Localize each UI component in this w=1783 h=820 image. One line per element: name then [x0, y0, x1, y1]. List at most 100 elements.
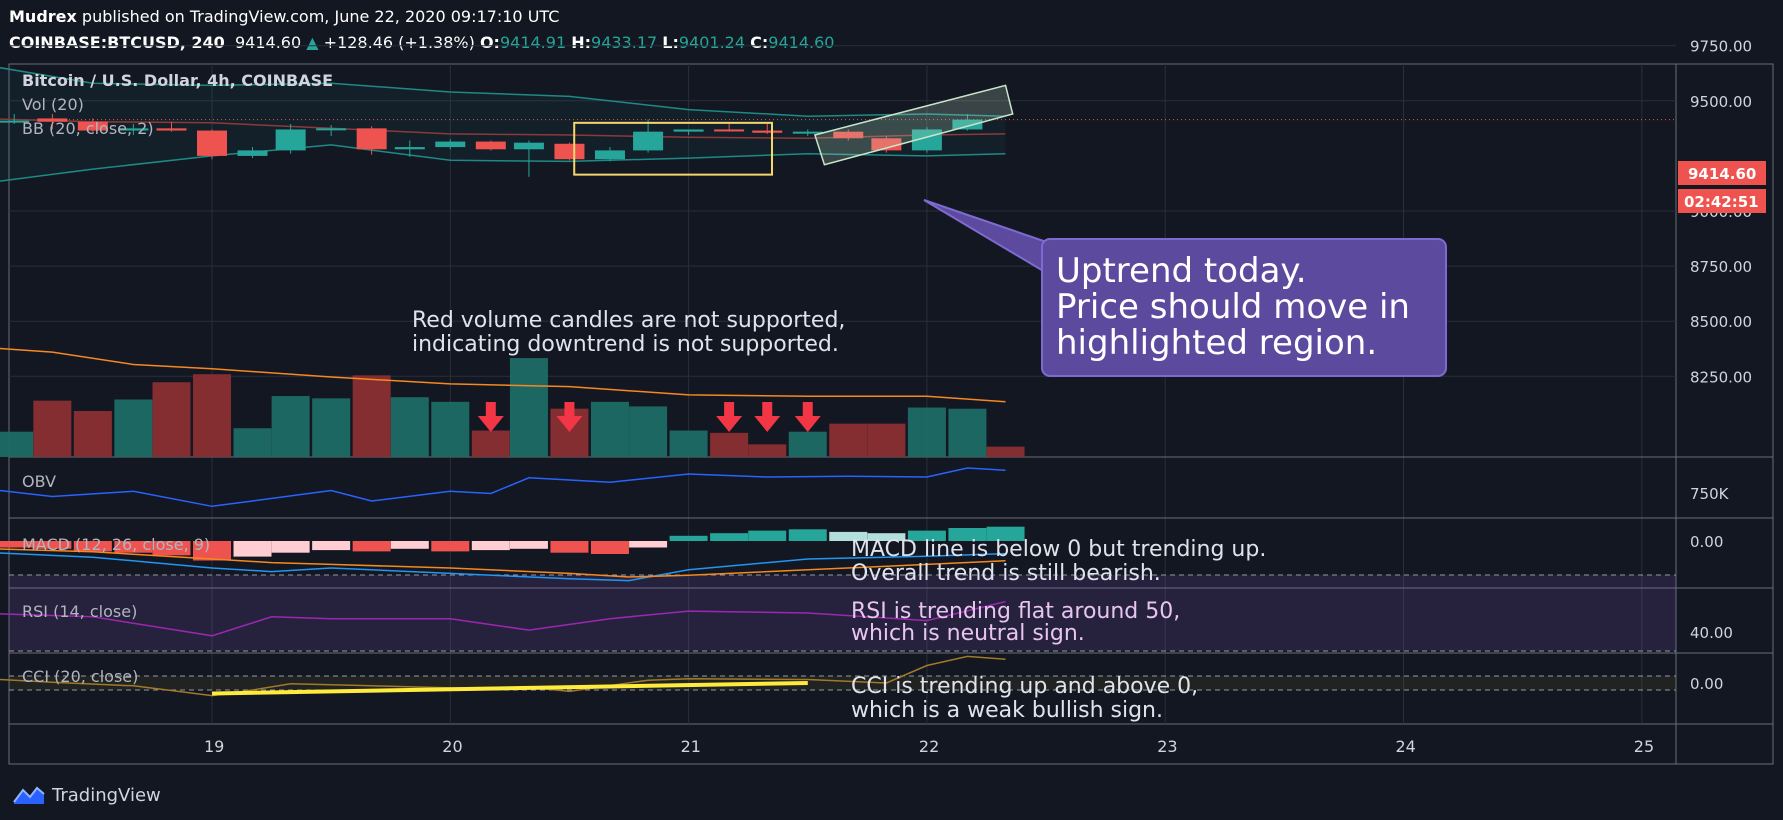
macd-series	[0, 526, 1025, 582]
bb-lower	[0, 144, 1006, 182]
candle-body	[394, 147, 425, 150]
candle-body	[197, 130, 227, 156]
macd-hist-bar	[590, 541, 629, 554]
cci-series	[0, 655, 1006, 697]
macd-hist-bar	[867, 533, 906, 541]
macd-hist-bar	[390, 541, 429, 549]
low-value: 9401.24	[678, 33, 746, 52]
annotation-line: indicating downtrend is not supported.	[412, 332, 839, 357]
volume-ma	[0, 347, 1006, 403]
candle-body	[952, 119, 983, 130]
macd-note: MACD line is below 0 but trending up. Ove…	[851, 537, 1266, 586]
macd-hist-bar	[829, 531, 868, 541]
down-arrow-shaft	[802, 402, 813, 416]
close-label: C:	[750, 33, 769, 52]
macd-hist-bar	[986, 526, 1025, 541]
publisher-name[interactable]: Mudrex	[9, 7, 77, 26]
volume-bars	[0, 347, 1025, 457]
countdown-tag-text: 02:42:51	[1684, 193, 1759, 211]
rsi-tick-label: 40.00	[1690, 624, 1733, 642]
annotation-line: MACD line is below 0 but trending up.	[851, 537, 1266, 562]
candle-body	[752, 130, 783, 133]
symbol-label[interactable]: COINBASE:BTCUSD, 240	[9, 33, 225, 52]
obv-line	[0, 467, 1006, 508]
x-tick-label: 22	[919, 737, 939, 756]
price-change: +128.46 (+1.38%)	[323, 33, 475, 52]
candle-body	[77, 121, 108, 131]
macd-hist-bar	[114, 541, 153, 553]
volume-bar	[629, 406, 668, 457]
down-arrow-shaft	[762, 402, 773, 416]
ohlc-legend: COINBASE:BTCUSD, 240 9414.60 ▲ +128.46 (…	[9, 33, 834, 52]
uptrend-callout: Uptrend today. Price should move in highli…	[923, 199, 1447, 377]
volume-arrows	[477, 402, 821, 432]
published-text: published on TradingView.com, June 22, 2…	[81, 7, 560, 26]
annotation-line: CCI is trending up and above 0,	[851, 674, 1198, 699]
x-tick-label: 23	[1157, 737, 1177, 756]
annotation-line: Overall trend is still bearish.	[851, 561, 1161, 586]
volume-bar	[352, 375, 391, 457]
rsi-series	[0, 600, 1006, 637]
cci-band-fill	[9, 676, 1676, 690]
macd-hist-bar	[788, 529, 827, 541]
cci-label: CCI (20, close)	[22, 667, 138, 686]
candle-body	[0, 120, 30, 123]
volume-bar	[471, 430, 510, 457]
candle-body	[833, 131, 864, 139]
obv-tick-label: 750K	[1690, 485, 1730, 503]
annotation-line: RSI is trending flat around 50,	[851, 599, 1180, 624]
macd-hist-bar	[629, 541, 668, 548]
macd-hist-bar	[710, 533, 749, 541]
bb-upper	[0, 66, 1006, 117]
macd-hist-bar	[312, 541, 351, 551]
candle-body	[554, 143, 585, 160]
rsi-label: RSI (14, close)	[22, 602, 137, 621]
axis-labels: 192021222324259750.009500.009000.008750.…	[204, 38, 1752, 756]
macd-hist-bar	[271, 541, 310, 553]
candle-body	[237, 150, 268, 156]
volume-bar	[73, 411, 112, 457]
change-up-icon: ▲	[306, 33, 319, 52]
volume-bar	[431, 401, 470, 457]
volume-bar	[312, 398, 351, 457]
volume-bar	[193, 374, 231, 457]
macd-hist-bar	[431, 541, 470, 552]
cci-note: CCI is trending up and above 0, which is …	[851, 674, 1198, 723]
x-tick-label: 25	[1634, 737, 1654, 756]
macd-signal-line	[0, 548, 1006, 578]
volume-bar	[233, 428, 272, 457]
volume-label: Vol (20)	[22, 95, 84, 114]
high-value: 9433.17	[591, 33, 658, 52]
macd-hist-bar	[669, 535, 708, 541]
last-price-tag-text: 9414.60	[1688, 165, 1756, 183]
candle-body	[871, 138, 902, 151]
candle-body	[594, 150, 625, 160]
candle-body	[435, 141, 466, 148]
price-tick-label: 9750.00	[1690, 38, 1752, 56]
candle-body	[714, 129, 745, 132]
rsi-band	[9, 574, 1676, 652]
footer-brand[interactable]: TradingView	[12, 784, 161, 806]
x-tick-label: 24	[1396, 737, 1416, 756]
publish-info: Mudrex published on TradingView.com, Jun…	[9, 7, 559, 26]
x-tick-label: 19	[204, 737, 224, 756]
volume-bar	[152, 382, 191, 457]
price-tick-label: 9500.00	[1690, 93, 1752, 111]
price-tick-label: 8750.00	[1690, 258, 1752, 276]
price-tick-label: 8250.00	[1690, 368, 1752, 386]
macd-hist-bar	[471, 541, 510, 551]
volume-bar	[748, 444, 787, 457]
macd-hist-bar	[73, 541, 112, 552]
down-arrow-head	[716, 416, 743, 432]
candle-body	[275, 129, 306, 151]
bb-middle	[0, 118, 1006, 140]
bollinger-bands	[0, 66, 1006, 182]
tradingview-logo-icon	[13, 786, 45, 804]
volume-bar	[710, 432, 749, 457]
countdown-tag-bg	[1678, 189, 1766, 213]
rsi-note: RSI is trending flat around 50, which is …	[851, 599, 1180, 646]
obv-series	[0, 467, 1006, 508]
volume-bar	[509, 358, 548, 457]
down-arrow-head	[556, 416, 583, 432]
